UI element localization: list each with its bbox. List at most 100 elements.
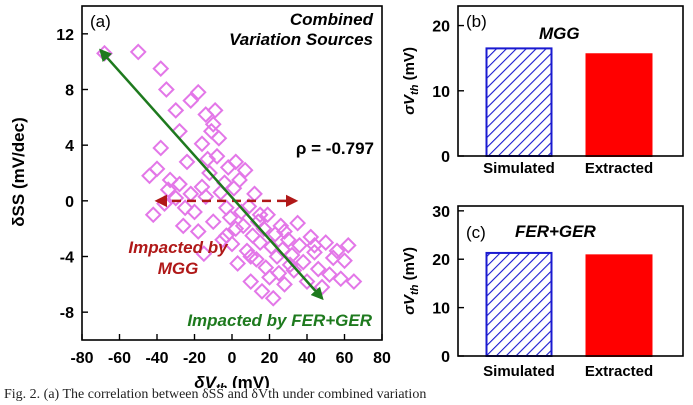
scatter-point (336, 252, 353, 270)
chart-title-line-2: Variation Sources (229, 30, 373, 49)
y-tick-label-c: 10 (432, 301, 450, 318)
scatter-point (324, 249, 342, 267)
x-axis-ticks: -80 -60 -40 -20 0 20 40 60 80 (70, 334, 391, 367)
scatter-point (129, 43, 147, 61)
y-axis-label-c: σVth (mV) (401, 247, 421, 315)
y-tick-label: 8 (65, 83, 74, 100)
fer-ger-arrow (99, 48, 324, 301)
scatter-point (339, 236, 357, 254)
category-label-b-extracted: Extracted (585, 160, 653, 177)
y-axis-label-c-unit: (mV) (401, 247, 418, 285)
x-tick-label: -60 (108, 350, 131, 367)
bar-c-simulated (485, 251, 553, 357)
scatter-point (345, 273, 363, 290)
x-tick-label: 80 (373, 350, 391, 367)
scatter-point (317, 234, 335, 251)
bar-panel-b: 0 10 20 (b) MGG Simulated Extracted σVth (… (401, 5, 684, 177)
y-tick-label-b: 10 (432, 84, 450, 101)
bars-c (485, 251, 653, 358)
mgg-annotation-line-1: Impacted by (128, 238, 229, 257)
y-tick-label: 4 (65, 138, 74, 155)
scatter-point (202, 122, 220, 140)
y-axis-label-c-main: σV (401, 293, 418, 315)
scatter-point (234, 217, 252, 235)
scatter-point (174, 217, 192, 235)
scatter-point (210, 129, 228, 147)
annotation-arrows (99, 48, 324, 301)
category-label-b-simulated: Simulated (483, 160, 555, 177)
y-axis-ticks-c: 0 10 20 30 (432, 204, 464, 366)
y-tick-label: 12 (56, 27, 74, 44)
y-tick-label: -4 (60, 250, 74, 267)
y-axis-label-b-unit: (mV) (401, 47, 418, 85)
y-axis-ticks: -8 -4 0 4 8 12 (56, 27, 88, 322)
scatter-point (176, 199, 194, 217)
chart-title-c: FER+GER (515, 222, 596, 241)
scatter-point (289, 214, 307, 232)
panel-label-b: (b) (466, 12, 487, 31)
x-axis-label-unit: (mV) (227, 373, 270, 388)
panel-label-c: (c) (466, 223, 486, 242)
scatter-point (193, 135, 211, 153)
scatter-points (96, 43, 363, 307)
scatter-point (144, 206, 162, 224)
scatter-point (152, 60, 170, 78)
scatter-point (204, 213, 222, 231)
x-tick-label: 0 (228, 350, 237, 367)
scatter-point (167, 101, 185, 119)
plot-frame-c (457, 205, 684, 357)
scatter-point (189, 223, 207, 240)
scatter-point (148, 160, 166, 178)
x-axis-label-sub: th (216, 381, 227, 388)
y-axis-label-b-sub: th (409, 84, 421, 95)
x-tick-label: 60 (336, 350, 354, 367)
x-axis-label-main: δV (194, 373, 217, 388)
scatter-point (152, 139, 170, 157)
x-tick-label: -20 (183, 350, 206, 367)
y-tick-label: 0 (65, 194, 74, 211)
x-tick-label: -80 (70, 350, 93, 367)
bars-b (485, 47, 653, 157)
y-axis-label-b-main: σV (401, 93, 418, 115)
plot-frame-b (457, 5, 684, 157)
bar-b-simulated (485, 47, 553, 157)
scatter-point (141, 167, 158, 185)
correlation-annotation: ρ = -0.797 (296, 139, 374, 158)
bar-c-extracted (585, 254, 653, 358)
scatter-point (157, 81, 175, 98)
y-tick-label-b: 20 (432, 19, 450, 36)
y-axis-label: δSS (mV/dec) (9, 117, 28, 227)
y-axis-label-b: σVth (mV) (401, 47, 421, 115)
scatter-point (321, 266, 338, 284)
y-tick-label-c: 20 (432, 252, 450, 269)
y-tick-label-c: 0 (441, 349, 450, 366)
scatter-point (231, 171, 248, 189)
scatter-point (186, 203, 203, 221)
x-axis-label: δVth (mV) (194, 373, 270, 388)
y-tick-label-b: 0 (441, 149, 450, 166)
plot-frame (81, 5, 383, 341)
panel-label-a: (a) (90, 12, 111, 31)
scatter-point (229, 255, 247, 272)
category-label-c-simulated: Simulated (483, 363, 555, 380)
scatter-point (178, 153, 196, 171)
y-tick-label-c: 30 (432, 204, 450, 221)
scatter-point (242, 273, 260, 290)
chart-title-b: MGG (539, 24, 580, 43)
y-axis-ticks-b: 0 10 20 (432, 19, 464, 166)
mgg-annotation-line-2: MGG (158, 259, 199, 278)
scatter-point (171, 122, 188, 140)
bar-b-extracted (585, 53, 653, 157)
category-label-c-extracted: Extracted (585, 363, 653, 380)
figure-caption: Fig. 2. (a) The correlation between δSS … (4, 387, 427, 402)
scatter-point (206, 101, 224, 119)
x-tick-label: 20 (261, 350, 279, 367)
x-tick-label: -40 (145, 350, 168, 367)
chart-title-line-1: Combined (290, 10, 374, 29)
x-tick-label: 40 (298, 350, 316, 367)
scatter-point (328, 242, 346, 260)
fer-ger-annotation: Impacted by FER+GER (187, 311, 372, 330)
